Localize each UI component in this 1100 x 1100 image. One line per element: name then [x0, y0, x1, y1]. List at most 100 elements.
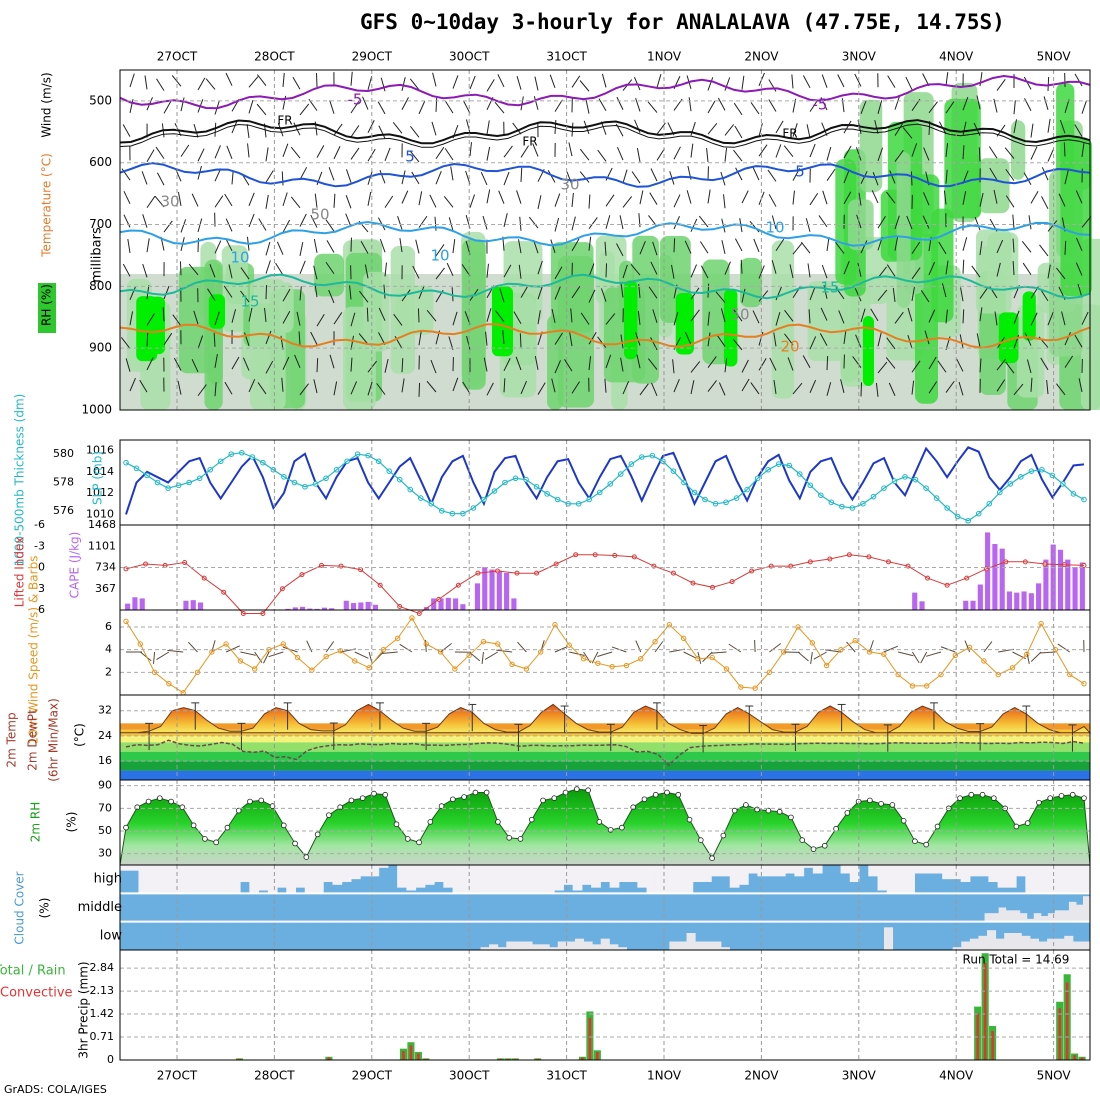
- rh-point: [157, 795, 163, 801]
- wind-barb: [350, 312, 356, 327]
- wind-barb-10m: [240, 651, 256, 656]
- wind-barb-10m: [797, 651, 809, 662]
- cloud-gap: [729, 865, 740, 888]
- wind-barb: [894, 96, 900, 110]
- wind-barb: [894, 311, 904, 324]
- wind-barb: [432, 72, 437, 87]
- wind-barb-10m: [268, 651, 284, 658]
- pressure-tick: 800: [89, 279, 112, 293]
- wind-barb: [146, 313, 155, 326]
- wind-barb: [571, 238, 580, 252]
- wind-barb: [588, 217, 598, 229]
- cape-bar: [307, 608, 313, 610]
- cloud-bar: [686, 933, 696, 950]
- wind-barb: [350, 381, 358, 395]
- wind-barb: [502, 329, 505, 345]
- wind-barb-10m: [440, 642, 452, 653]
- wind-barb: [1047, 264, 1051, 279]
- rh-fill-high: [624, 280, 638, 360]
- wind-frame: [119, 609, 1091, 696]
- wind-barb: [928, 101, 938, 114]
- wind-barb: [214, 353, 218, 368]
- wind-barb: [281, 377, 284, 392]
- wind-barb: [197, 148, 205, 162]
- wind-barb: [314, 193, 318, 208]
- wind-barb: [282, 356, 290, 370]
- wind-barb: [1081, 100, 1088, 114]
- rh-point: [844, 810, 851, 816]
- temp-ylabel-3: (6hr Min/Max): [47, 698, 61, 782]
- wind-barb: [622, 196, 633, 208]
- wind-barb: [723, 194, 726, 209]
- wind-barb: [1039, 288, 1049, 302]
- wind-barb: [886, 191, 896, 204]
- wind-barb: [724, 77, 731, 91]
- wind-barb-10m: [152, 651, 156, 665]
- thickness-point: [123, 459, 129, 466]
- wind-barb: [564, 359, 573, 372]
- cape-bar: [321, 607, 327, 610]
- precip-convective-bar: [581, 1057, 584, 1060]
- wind-barb: [256, 74, 267, 86]
- wind-barb: [248, 307, 253, 322]
- wind-barb: [452, 239, 456, 254]
- wind-barb: [333, 146, 341, 160]
- wind-barb: [775, 286, 782, 301]
- precip-convective-bar: [588, 1017, 592, 1060]
- wind-barb: [122, 124, 131, 137]
- cloud-gap: [775, 865, 786, 877]
- wind-barb: [652, 241, 658, 256]
- wind-barb: [292, 76, 301, 90]
- wind-barb: [860, 382, 863, 397]
- cloud-gap: [711, 865, 721, 877]
- wind-barb: [316, 313, 325, 327]
- cape-bar: [445, 597, 451, 610]
- wind-barb: [733, 102, 743, 116]
- wind-barb: [435, 267, 445, 280]
- cape-bar: [1006, 591, 1013, 610]
- rh-point: [833, 825, 839, 832]
- wind-barb: [1041, 167, 1049, 181]
- precip-ylabel: 3hr Precip (mm): [77, 961, 91, 1058]
- rh-point: [427, 819, 434, 825]
- rh-fill-patch: [1060, 137, 1092, 296]
- cloud-gap: [1034, 865, 1045, 894]
- wind-barb: [672, 359, 675, 374]
- wind-barb-10m: [325, 641, 335, 653]
- precip-convective-bar: [402, 1050, 405, 1060]
- wind-barb: [431, 121, 437, 136]
- lifted-index-ylabel: Lifted Index: [13, 537, 27, 608]
- cape-tick: 734: [95, 561, 116, 574]
- wind-barb: [146, 332, 149, 347]
- isotherm-line: [119, 119, 1091, 145]
- wind-barb: [820, 97, 828, 111]
- wind-barb: [242, 357, 250, 371]
- wind-barb: [976, 95, 981, 110]
- wind-barb: [923, 147, 930, 161]
- wind-barb-10m: [496, 649, 513, 653]
- wind-barb-10m: [1039, 651, 1056, 654]
- wind-barb: [214, 195, 224, 208]
- precip-convective-bar: [1065, 982, 1069, 1060]
- rh-fill-patch: [847, 199, 874, 251]
- pressure-tick: 1000: [81, 403, 112, 417]
- wind-barb: [316, 145, 325, 158]
- wind-barb: [1047, 148, 1055, 162]
- wind-barb: [620, 357, 624, 372]
- wind-barb: [566, 171, 573, 186]
- freezing-level-line: [119, 123, 1091, 148]
- wind-barb: [826, 236, 830, 251]
- rh-point: [258, 797, 265, 804]
- wind-barb: [350, 357, 353, 372]
- wind-barb: [325, 219, 335, 232]
- wind-barb: [636, 148, 641, 162]
- rh-point: [686, 816, 693, 823]
- wind-barb: [345, 213, 352, 227]
- wind-barb: [214, 122, 217, 137]
- precip-convective-bar: [238, 1058, 241, 1060]
- wind-barb: [924, 330, 930, 345]
- rh-point: [123, 824, 129, 831]
- wind-barb: [855, 147, 862, 161]
- upper-air-frame: [119, 69, 1091, 411]
- rh-fill-high: [491, 286, 514, 357]
